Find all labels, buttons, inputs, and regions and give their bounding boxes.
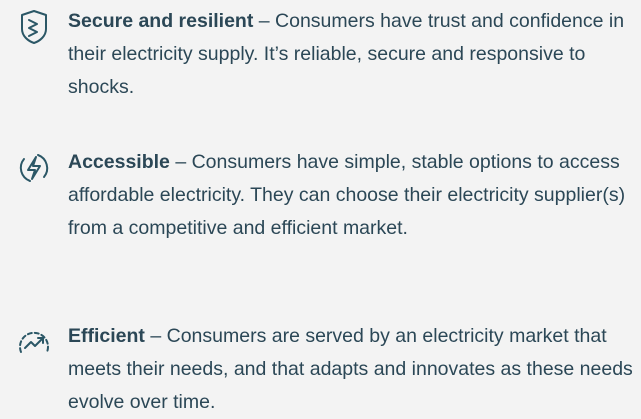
lightning-icon: [19, 154, 49, 182]
item-text: Accessible – Consumers have simple, stab…: [68, 146, 633, 245]
item-text: Secure and resilient – Consumers have tr…: [68, 5, 633, 104]
item-title: Secure and resilient: [68, 10, 254, 32]
item-description: – Consumers have simple, stable options …: [68, 151, 626, 239]
shield-icon: [21, 10, 47, 44]
item-text: Efficient – Consumers are served by an e…: [68, 320, 633, 419]
item-description: – Consumers have trust and confidence in…: [68, 10, 625, 98]
item-title: Accessible: [68, 151, 170, 173]
gauge-icon: [19, 331, 49, 353]
item-title: Efficient: [68, 325, 145, 347]
item-description: – Consumers are served by an electricity…: [68, 325, 633, 413]
